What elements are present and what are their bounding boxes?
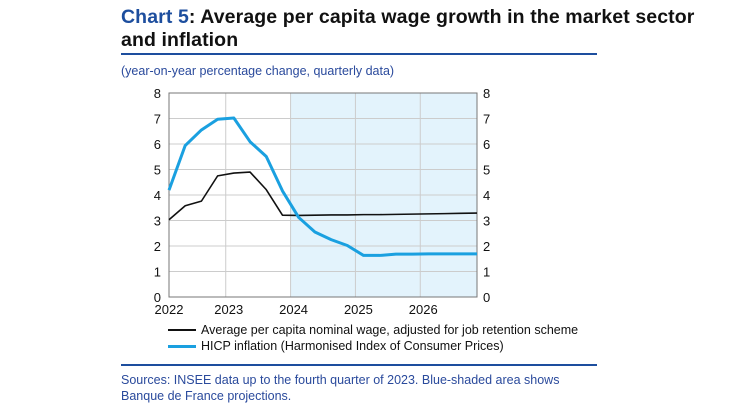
y-tick-label-left: 8 xyxy=(154,86,161,101)
y-tick-label-right: 1 xyxy=(483,265,490,280)
x-tick-label: 2023 xyxy=(214,302,243,317)
y-tick-label-left: 4 xyxy=(154,188,161,203)
x-tick-label: 2024 xyxy=(279,302,308,317)
x-tick-label: 2026 xyxy=(409,302,438,317)
legend-label-hicp: HICP inflation (Harmonised Index of Cons… xyxy=(201,339,504,353)
y-tick-label-right: 0 xyxy=(483,290,490,305)
y-tick-label-right: 2 xyxy=(483,239,490,254)
chart-title: Chart 5: Average per capita wage growth … xyxy=(121,6,730,52)
y-tick-label-left: 7 xyxy=(154,112,161,127)
legend-swatch-wage xyxy=(168,329,196,331)
title-divider xyxy=(121,53,597,55)
chart-subtitle: (year-on-year percentage change, quarter… xyxy=(121,64,395,78)
wage-series-line xyxy=(168,171,478,221)
y-tick-label-right: 8 xyxy=(483,86,490,101)
x-tick-label: 2022 xyxy=(155,302,184,317)
legend-item-hicp: HICP inflation (Harmonised Index of Cons… xyxy=(168,339,504,353)
legend-label-wage: Average per capita nominal wage, adjuste… xyxy=(201,323,579,337)
legend-item-wage: Average per capita nominal wage, adjuste… xyxy=(168,323,578,337)
y-tick-label-left: 0 xyxy=(154,290,161,305)
plot-frame xyxy=(168,92,478,298)
y-tick-label-right: 3 xyxy=(483,214,490,229)
footer-divider xyxy=(121,364,597,366)
y-tick-label-right: 5 xyxy=(483,163,490,178)
y-tick-label-left: 1 xyxy=(154,265,161,280)
y-tick-label-right: 4 xyxy=(483,188,490,203)
hicp-series-line xyxy=(167,116,477,257)
y-tick-label-left: 3 xyxy=(154,214,161,229)
y-tick-label-right: 6 xyxy=(483,137,490,152)
y-tick-label-left: 2 xyxy=(154,239,161,254)
y-tick-label-left: 5 xyxy=(154,163,161,178)
chart-number: Chart 5 xyxy=(121,6,189,28)
legend-swatch-hicp xyxy=(168,344,196,348)
x-tick-label: 2025 xyxy=(344,302,373,317)
sources-note: Sources: INSEE data up to the fourth qua… xyxy=(121,373,560,403)
chart-title-text: : Average per capita wage growth in the … xyxy=(121,6,695,51)
y-tick-label-right: 7 xyxy=(483,112,490,127)
y-tick-label-left: 6 xyxy=(154,137,161,152)
